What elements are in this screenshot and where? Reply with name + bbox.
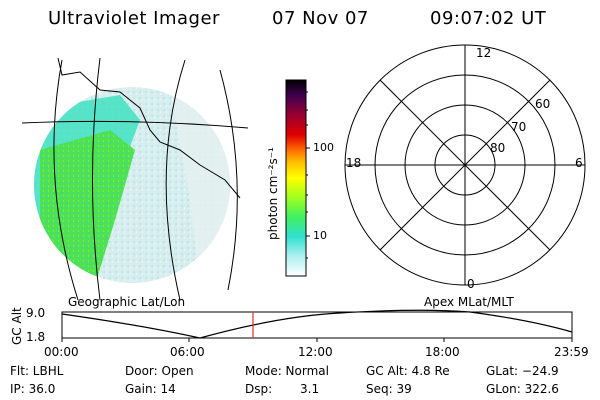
glon-info: GLon: 322.6 — [486, 382, 559, 396]
lat-label-70: 70 — [511, 120, 527, 134]
timeline-xtick-1800: 18:00 — [425, 345, 460, 359]
geographic-grid — [21, 57, 249, 301]
apex-label: Apex MLat/MLT — [424, 295, 514, 309]
gain-info: Gain: 14 — [125, 382, 176, 396]
mlt-label-18: 18 — [346, 156, 362, 170]
altitude-curve — [61, 309, 573, 339]
colorbar-tick-10: 10 — [313, 229, 327, 242]
timeline-ylabel: GC Alt — [10, 307, 24, 345]
colorbar — [285, 79, 307, 277]
coastline — [57, 57, 241, 199]
altitude-timeline — [61, 309, 573, 342]
timeline-xtick-0000: 00:00 — [44, 345, 79, 359]
geographic-label: Geographic Lat/Lon — [68, 295, 186, 309]
seq-info: Seq: 39 — [366, 382, 412, 396]
image-time: 09:07:02 UT — [430, 8, 547, 29]
timeline-xtick-1200: 12:00 — [298, 345, 333, 359]
colorbar-label: photon cm⁻²s⁻¹ — [266, 147, 280, 240]
ip-info: IP: 36.0 — [10, 382, 56, 396]
instrument-title: Ultraviolet Imager — [48, 8, 220, 29]
colorbar-ticks — [306, 91, 310, 259]
timeline-xtick-2359: 23:59 — [554, 345, 589, 359]
mode-info: Mode: Normal — [245, 364, 329, 378]
mlt-label-12: 12 — [476, 46, 492, 60]
door-info: Door: Open — [125, 364, 194, 378]
image-date: 07 Nov 07 — [272, 8, 369, 29]
filter-info: Flt: LBHL — [10, 364, 64, 378]
lat-label-60: 60 — [535, 97, 551, 111]
timeline-xtick-0600: 06:00 — [170, 345, 205, 359]
colorbar-tick-100: 100 — [313, 141, 334, 154]
polar-grid — [344, 44, 586, 286]
mlt-label-6: 6 — [575, 156, 583, 170]
dsp-value: 3.1 — [300, 382, 320, 396]
gc-alt-info: GC Alt: 4.8 Re — [366, 364, 450, 378]
timeline-ytick-bottom: 1.8 — [26, 330, 46, 344]
mlt-label-0: 0 — [467, 277, 475, 291]
lat-label-80: 80 — [490, 141, 506, 155]
uv-earth-image — [34, 87, 230, 283]
dsp-label: Dsp: — [245, 382, 273, 396]
glat-info: GLat: −24.9 — [486, 364, 559, 378]
timeline-ytick-top: 9.0 — [26, 306, 46, 320]
